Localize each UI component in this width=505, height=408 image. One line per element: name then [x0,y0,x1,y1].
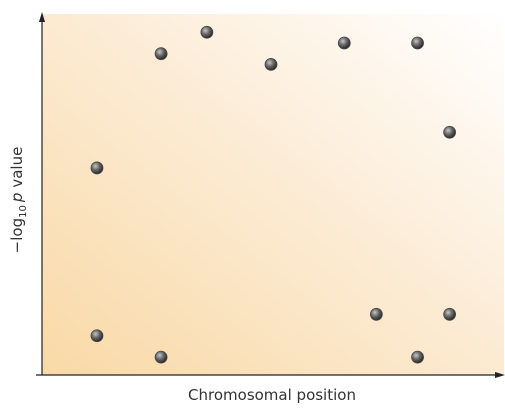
data-point [411,350,424,364]
data-point [411,36,424,50]
x-axis-label: Chromosomal position [188,386,356,404]
y-label-prefix: −log [8,218,26,253]
y-label-subscript: 10 [18,205,29,218]
data-point [443,307,457,321]
data-point [200,25,214,39]
data-point [90,161,104,175]
y-axis-arrow [39,12,45,22]
data-point [264,58,278,71]
y-axis-label: −log10p value [8,147,29,254]
y-label-italic: p [8,193,26,204]
plot-background [42,14,504,375]
data-point [369,307,383,321]
x-axis-arrow [495,372,505,378]
data-point [90,329,104,343]
y-label-suffix: value [8,147,26,188]
data-point [154,350,168,364]
data-point [337,36,351,50]
data-point [443,125,457,139]
data-point [154,47,168,61]
